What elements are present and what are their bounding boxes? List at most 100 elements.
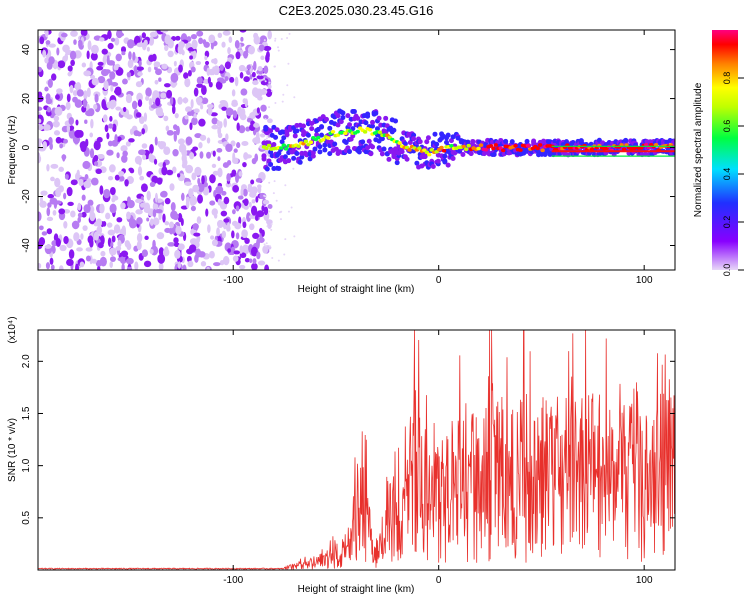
y-tick-label: 2.0 <box>21 354 32 368</box>
noise-blob <box>176 125 180 136</box>
noise-blob <box>107 140 114 147</box>
noise-blob <box>249 258 253 263</box>
noise-blob <box>49 197 58 205</box>
signal-halo <box>386 156 392 162</box>
signal-core <box>464 147 469 151</box>
noise-blob <box>96 154 105 159</box>
noise-blob <box>44 86 49 92</box>
noise-blob <box>211 208 218 216</box>
signal-halo <box>281 135 287 141</box>
noise-blob <box>58 166 65 172</box>
noise-blob <box>181 192 185 201</box>
noise-blob <box>163 146 171 156</box>
signal-halo <box>402 141 408 147</box>
noise-blob <box>80 30 88 37</box>
signal-core <box>377 130 383 135</box>
x-tick-label: 0 <box>436 575 442 586</box>
noise-blob <box>190 200 195 206</box>
noise-blob <box>205 60 210 66</box>
signal-halo <box>393 118 399 124</box>
noise-blob <box>257 260 266 266</box>
noise-blob <box>116 217 123 223</box>
y-tick-label: 0 <box>21 144 32 150</box>
noise-blob <box>246 212 251 222</box>
signal-halo <box>347 149 353 155</box>
noise-blob <box>197 177 201 185</box>
noise-blob <box>216 147 223 153</box>
noise-dot <box>265 242 268 245</box>
noise-blob <box>233 148 238 153</box>
noise-blob <box>172 149 179 157</box>
noise-blob <box>46 106 52 113</box>
noise-blob <box>42 124 51 131</box>
noise-dot <box>265 90 268 93</box>
noise-blob <box>108 164 116 173</box>
noise-blob <box>122 78 128 85</box>
noise-blob <box>253 60 257 71</box>
signal-core <box>367 128 373 132</box>
noise-blob <box>190 66 196 73</box>
signal-core <box>306 142 311 147</box>
noise-blob <box>127 199 135 209</box>
noise-blob <box>121 225 126 236</box>
signal-halo <box>347 122 353 128</box>
noise-blob <box>129 168 135 174</box>
noise-blob <box>222 30 231 36</box>
noise-blob <box>133 65 138 75</box>
noise-blob <box>265 88 273 98</box>
noise-blob <box>204 55 208 61</box>
noise-blob <box>96 136 103 143</box>
noise-blob <box>102 55 107 66</box>
noise-dot <box>271 90 274 93</box>
signal-halo <box>319 124 325 130</box>
noise-blob <box>113 89 121 95</box>
noise-blob <box>126 114 133 120</box>
noise-blob <box>70 59 75 67</box>
noise-blob <box>176 173 181 178</box>
signal-halo <box>351 108 357 114</box>
noise-blob <box>143 112 148 122</box>
noise-blob <box>236 122 240 131</box>
signal-core <box>653 143 659 147</box>
noise-blob <box>251 199 256 204</box>
noise-blob <box>97 75 106 84</box>
signal-halo <box>294 128 300 134</box>
signal-halo <box>366 138 372 144</box>
noise-blob <box>107 175 114 181</box>
noise-blob <box>231 230 235 239</box>
noise-blob <box>67 65 73 72</box>
noise-blob <box>99 185 104 195</box>
noise-blob <box>260 80 269 86</box>
noise-blob <box>71 220 80 230</box>
noise-blob <box>185 106 192 113</box>
noise-blob <box>237 195 244 200</box>
noise-blob <box>109 261 113 269</box>
noise-blob <box>50 73 57 81</box>
signal-halo <box>434 141 440 147</box>
noise-blob <box>141 143 148 149</box>
noise-blob <box>189 244 197 253</box>
noise-blob <box>225 133 229 141</box>
signal-halo <box>284 132 290 138</box>
noise-blob <box>53 115 60 122</box>
noise-blob <box>244 237 250 244</box>
signal-core <box>589 147 595 152</box>
noise-blob <box>255 240 260 249</box>
signal-halo <box>411 132 417 138</box>
noise-blob <box>252 232 260 239</box>
noise-blob <box>255 196 259 203</box>
noise-blob <box>226 173 231 182</box>
noise-blob <box>238 125 246 134</box>
noise-blob <box>142 154 147 161</box>
noise-blob <box>119 256 127 265</box>
noise-blob <box>148 152 154 162</box>
signal-core <box>385 133 390 138</box>
noise-blob <box>66 93 71 103</box>
noise-blob <box>149 248 154 254</box>
noise-blob <box>196 216 202 224</box>
noise-dot <box>269 245 272 248</box>
noise-dot <box>293 96 296 99</box>
signal-halo <box>340 115 346 121</box>
signal-halo <box>379 136 385 142</box>
noise-blob <box>109 256 116 262</box>
